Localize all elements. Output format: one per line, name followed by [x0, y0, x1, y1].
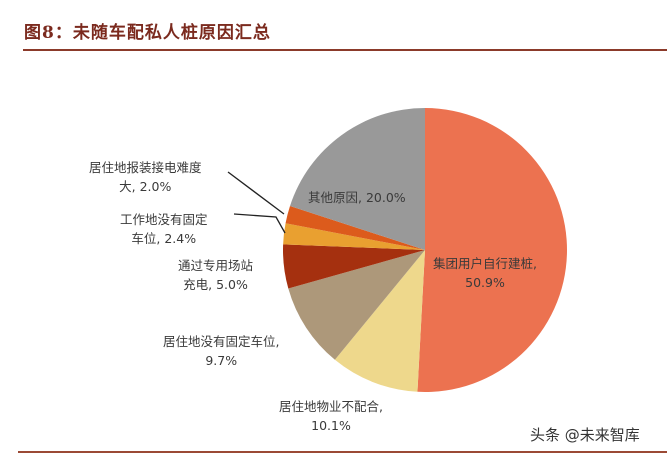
pie-slice-0	[417, 108, 567, 392]
leader-line-power	[227, 171, 285, 215]
bottom-divider	[18, 451, 667, 453]
pie-slices	[283, 108, 567, 392]
label-line: 工作地没有固定	[120, 212, 208, 227]
label-no-parking-work: 工作地没有固定 车位, 2.4%	[120, 210, 208, 248]
label-value: 10.1%	[311, 418, 351, 433]
title-divider	[23, 49, 667, 51]
label-value: 充电, 5.0%	[183, 277, 248, 292]
label-group-users: 集团用户自行建桩, 50.9%	[433, 254, 537, 292]
label-line: 集团用户自行建桩,	[433, 256, 537, 271]
watermark: 头条 @未来智库	[530, 426, 640, 444]
label-property: 居住地物业不配合, 10.1%	[279, 397, 383, 435]
pie-slice-1	[334, 250, 425, 392]
label-line: 居住地没有固定车位,	[163, 334, 280, 349]
label-value: 大, 2.0%	[119, 179, 172, 194]
label-other: 其他原因, 20.0%	[308, 188, 406, 207]
label-line: 其他原因, 20.0%	[308, 190, 406, 205]
label-value: 9.7%	[205, 353, 238, 368]
label-no-parking-home: 居住地没有固定车位, 9.7%	[163, 332, 279, 370]
pie-slice-6	[290, 108, 425, 250]
pie-slice-4	[283, 223, 425, 250]
label-power-difficulty: 居住地报装接电难度 大, 2.0%	[89, 158, 202, 196]
label-dedicated-station: 通过专用场站 充电, 5.0%	[178, 256, 253, 294]
leader-line-work	[233, 213, 286, 234]
pie-slice-5	[285, 205, 425, 250]
label-line: 居住地物业不配合,	[279, 399, 383, 414]
label-line: 居住地报装接电难度	[89, 160, 202, 175]
pie-slice-2	[288, 250, 425, 360]
label-value: 车位, 2.4%	[131, 231, 197, 246]
chart-title: 图8：未随车配私人桩原因汇总	[24, 23, 271, 43]
pie-slice-3	[283, 244, 425, 289]
label-value: 50.9%	[465, 275, 505, 290]
label-line: 通过专用场站	[178, 258, 254, 273]
